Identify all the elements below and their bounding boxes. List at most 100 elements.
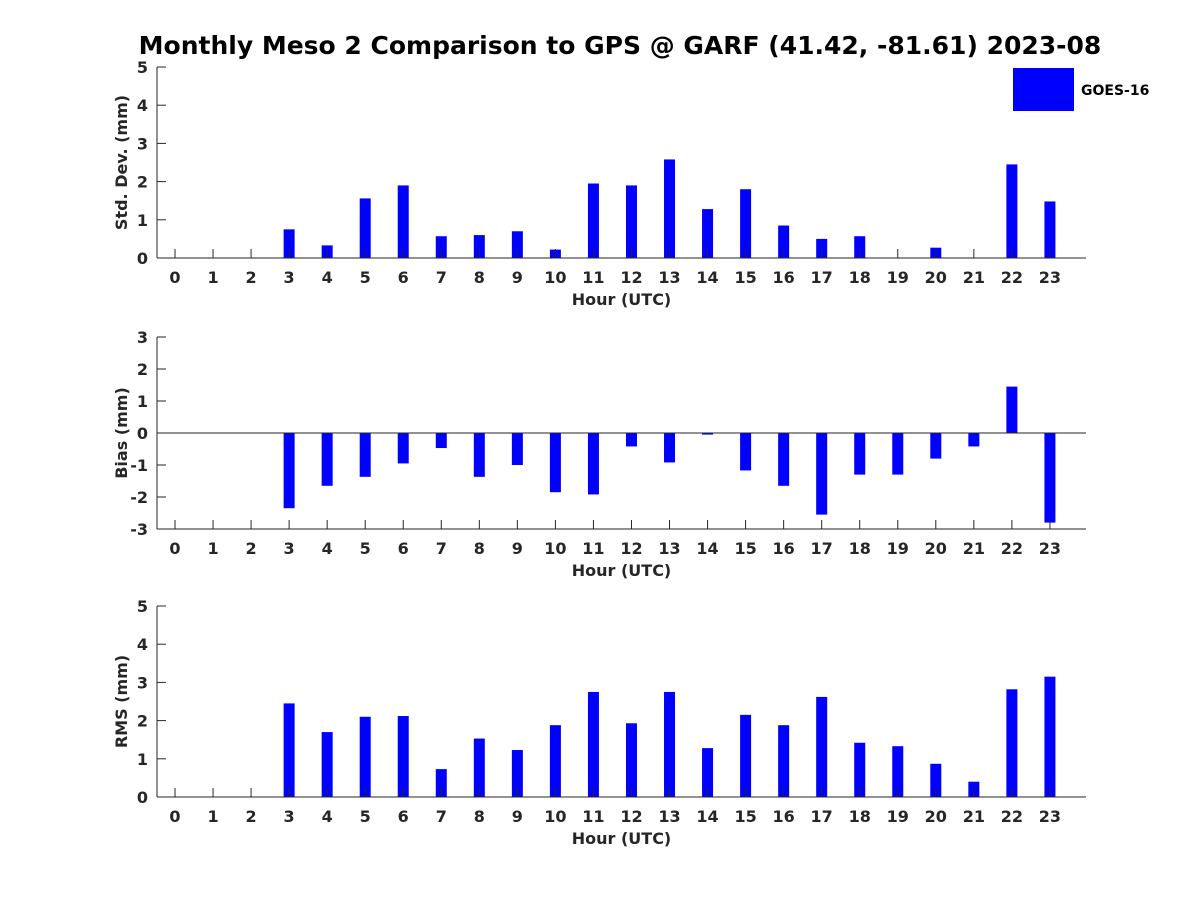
- x-tick-label: 19: [887, 807, 909, 826]
- bar-bias-19: [892, 433, 904, 475]
- y-tick-label: 4: [137, 96, 148, 115]
- bar-rms-7: [435, 769, 447, 797]
- bar-bias-6: [397, 433, 409, 464]
- bar-rms-17: [816, 696, 828, 797]
- x-tick-label: 0: [169, 539, 180, 558]
- x-tick-label: 20: [925, 268, 947, 287]
- x-tick-label: 21: [963, 268, 985, 287]
- x-tick-label: 16: [773, 539, 795, 558]
- x-tick-label: 1: [207, 539, 218, 558]
- bar-rms-9: [511, 750, 523, 797]
- x-tick-label: 16: [773, 807, 795, 826]
- bar-bias-16: [778, 433, 790, 486]
- bar-std_dev-23: [1044, 201, 1056, 258]
- x-tick-label: 11: [582, 539, 604, 558]
- x-tick-label: 14: [696, 807, 718, 826]
- x-tick-label: 1: [207, 807, 218, 826]
- bar-std_dev-11: [587, 183, 599, 258]
- bar-bias-13: [664, 433, 676, 463]
- bar-std_dev-15: [740, 189, 752, 258]
- bar-bias-9: [511, 433, 523, 465]
- x-tick-label: 5: [360, 807, 371, 826]
- x-tick-label: 11: [582, 268, 604, 287]
- x-tick-label: 12: [620, 539, 642, 558]
- y-tick-label: 3: [137, 673, 148, 692]
- x-tick-label: 3: [284, 539, 295, 558]
- x-tick-label: 10: [544, 539, 566, 558]
- y-tick-label: -3: [130, 520, 148, 539]
- bar-std_dev-14: [702, 209, 714, 258]
- bar-rms-19: [892, 746, 904, 797]
- bar-rms-16: [778, 725, 790, 797]
- y-axis-label: Std. Dev. (mm): [112, 95, 131, 230]
- bar-bias-20: [930, 433, 942, 459]
- x-tick-label: 9: [512, 539, 523, 558]
- x-tick-label: 4: [322, 539, 333, 558]
- x-tick-label: 2: [246, 268, 257, 287]
- y-tick-label: 4: [137, 635, 148, 654]
- bar-rms-20: [930, 763, 942, 797]
- legend-label: GOES-16: [1081, 83, 1149, 99]
- y-tick-label: 2: [137, 173, 148, 192]
- x-tick-label: 13: [658, 807, 680, 826]
- x-tick-label: 0: [169, 268, 180, 287]
- x-tick-label: 19: [887, 268, 909, 287]
- bar-std_dev-3: [283, 229, 295, 258]
- bar-std_dev-16: [778, 225, 790, 258]
- y-tick-label: -2: [130, 488, 148, 507]
- x-tick-label: 12: [620, 268, 642, 287]
- x-axis-label: Hour (UTC): [572, 561, 672, 580]
- bar-bias-12: [625, 433, 637, 447]
- x-tick-label: 13: [658, 268, 680, 287]
- x-tick-label: 18: [849, 268, 871, 287]
- y-tick-label: 5: [137, 597, 148, 616]
- x-tick-label: 11: [582, 807, 604, 826]
- bar-rms-5: [359, 716, 371, 797]
- bar-std_dev-22: [1006, 164, 1018, 258]
- bar-rms-6: [397, 716, 409, 797]
- bar-bias-14: [702, 433, 714, 435]
- x-tick-label: 21: [963, 539, 985, 558]
- x-tick-label: 17: [811, 807, 833, 826]
- bar-bias-11: [587, 433, 599, 495]
- x-tick-label: 4: [322, 807, 333, 826]
- bar-bias-18: [854, 433, 866, 475]
- x-tick-label: 8: [474, 539, 485, 558]
- bar-rms-13: [664, 691, 676, 797]
- bar-bias-7: [435, 433, 447, 449]
- bar-std_dev-12: [625, 185, 637, 258]
- x-tick-label: 7: [436, 268, 447, 287]
- y-tick-label: 1: [137, 211, 148, 230]
- bar-bias-3: [283, 433, 295, 509]
- bar-bias-23: [1044, 433, 1056, 523]
- x-tick-label: 10: [544, 268, 566, 287]
- bar-std_dev-5: [359, 198, 371, 258]
- bar-bias-22: [1006, 386, 1018, 433]
- x-tick-label: 2: [246, 807, 257, 826]
- x-tick-label: 2: [246, 539, 257, 558]
- y-axis-label: Bias (mm): [112, 387, 131, 479]
- x-tick-label: 7: [436, 807, 447, 826]
- y-tick-label: 1: [137, 392, 148, 411]
- x-tick-label: 8: [474, 268, 485, 287]
- bar-bias-4: [321, 433, 333, 486]
- bar-std_dev-8: [473, 235, 485, 258]
- x-tick-label: 22: [1001, 807, 1023, 826]
- x-tick-label: 22: [1001, 539, 1023, 558]
- y-axis-label: RMS (mm): [112, 655, 131, 748]
- bar-bias-21: [968, 433, 980, 447]
- bar-bias-17: [816, 433, 828, 515]
- x-axis-label: Hour (UTC): [572, 829, 672, 848]
- x-tick-label: 7: [436, 539, 447, 558]
- x-tick-label: 17: [811, 268, 833, 287]
- bar-rms-12: [625, 723, 637, 797]
- bar-std_dev-17: [816, 238, 828, 258]
- figure-title: Monthly Meso 2 Comparison to GPS @ GARF …: [139, 31, 1102, 60]
- y-tick-label: 3: [137, 328, 148, 347]
- bar-rms-4: [321, 732, 333, 797]
- bar-rms-8: [473, 738, 485, 797]
- x-tick-label: 6: [398, 268, 409, 287]
